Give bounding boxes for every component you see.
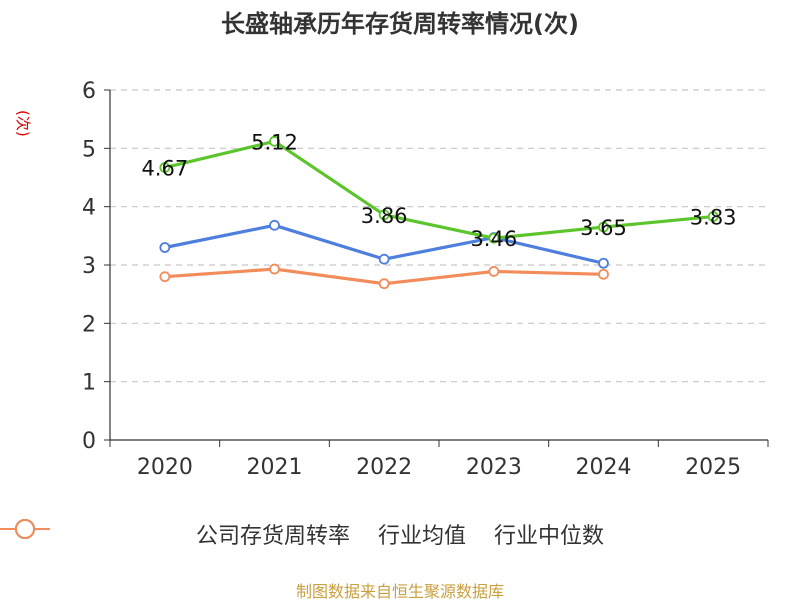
x-tick-label: 2020	[137, 455, 193, 480]
y-tick-label: 4	[82, 196, 96, 221]
data-label: 3.86	[361, 204, 408, 228]
data-point	[378, 209, 390, 221]
data-label: 3.83	[690, 206, 737, 230]
y-tick-label: 0	[82, 429, 96, 454]
data-point	[378, 278, 390, 290]
data-label: 3.65	[580, 216, 627, 240]
x-tick-label: 2023	[466, 455, 522, 480]
data-point	[707, 211, 719, 222]
data-label: 3.46	[470, 227, 517, 251]
y-tick-label: 2	[82, 312, 96, 337]
data-point	[159, 271, 171, 283]
data-point	[598, 221, 609, 233]
legend-label-industry-mean: 行业均值	[377, 524, 466, 549]
y-tick-label: 3	[82, 254, 96, 279]
data-point	[598, 257, 609, 269]
data-point	[488, 232, 500, 244]
data-point	[269, 263, 280, 275]
data-point	[598, 268, 609, 280]
y-tick-label: 1	[82, 371, 96, 396]
legend-item-company[interactable]: 公司存货周转率	[0, 518, 350, 550]
data-point	[269, 135, 280, 147]
data-label: 4.67	[141, 157, 188, 181]
series-line	[164, 139, 714, 240]
x-tick-label: 2022	[356, 455, 412, 480]
legend-label-company: 公司存货周转率	[195, 524, 350, 549]
data-point	[378, 253, 390, 265]
legend-item-industry-mean[interactable]: 行业均值	[0, 518, 466, 550]
y-tick-label: 6	[82, 79, 96, 104]
legend-item-industry-median[interactable]: 行业中位数	[0, 518, 605, 550]
legend: 公司存货周转率 行业均值 行业中位数	[0, 518, 800, 550]
chart-title: 长盛轴承历年存货周转率情况(次)	[221, 10, 579, 38]
x-tick-label: 2021	[247, 455, 303, 480]
source-note: 制图数据来自恒生聚源数据库	[295, 582, 504, 601]
x-tick-label: 2025	[685, 455, 741, 480]
y-tick-label: 5	[82, 137, 96, 162]
data-point	[159, 242, 171, 253]
data-point	[159, 162, 171, 173]
data-point	[488, 266, 500, 277]
legend-marker-industry-median	[0, 519, 50, 539]
x-tick-label: 2024	[576, 455, 632, 480]
legend-label-industry-median: 行业中位数	[494, 524, 605, 549]
data-label: 5.12	[251, 130, 298, 154]
data-point	[269, 219, 280, 231]
